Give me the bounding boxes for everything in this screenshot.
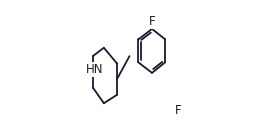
Text: F: F (148, 15, 155, 28)
Text: F: F (174, 104, 181, 117)
Text: HN: HN (86, 63, 104, 76)
